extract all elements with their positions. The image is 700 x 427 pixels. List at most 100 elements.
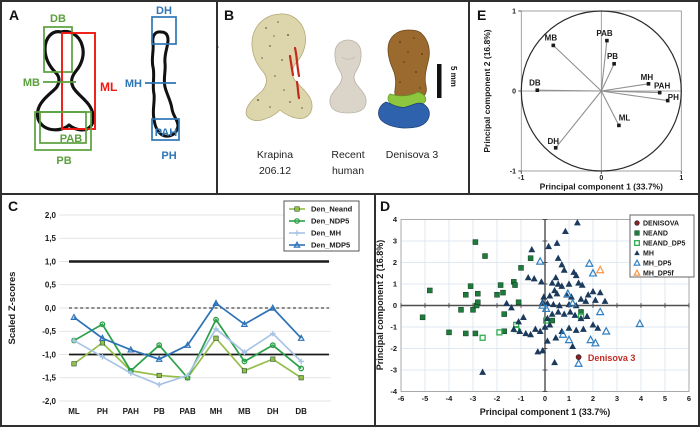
svg-text:MH: MH: [640, 73, 653, 82]
svg-text:Den_Neand: Den_Neand: [311, 204, 353, 213]
ml-box: [61, 32, 96, 130]
svg-text:NEAND: NEAND: [643, 230, 668, 237]
divider-a-b: [216, 2, 218, 193]
dh-box: [151, 16, 177, 45]
svg-text:1,0: 1,0: [45, 257, 57, 266]
svg-text:Den_MH: Den_MH: [311, 228, 341, 237]
svg-text:2: 2: [392, 258, 396, 267]
svg-text:MH_DP5f: MH_DP5f: [643, 270, 674, 277]
specimen-label-krapina-1: Krapina: [256, 149, 292, 161]
ph-label: PH: [161, 150, 176, 162]
pb-label: PB: [56, 155, 71, 167]
specimen-label-recent-2: human: [332, 165, 364, 177]
svg-text:PB: PB: [154, 407, 165, 416]
db-label: DB: [50, 13, 66, 25]
svg-text:-1,5: -1,5: [42, 373, 56, 382]
panel-a-letter: A: [9, 7, 19, 23]
scan-base-blue: [377, 101, 430, 129]
svg-text:0: 0: [512, 89, 516, 96]
svg-text:PH: PH: [97, 407, 108, 416]
svg-text:0: 0: [599, 175, 603, 182]
svg-text:2: 2: [591, 394, 595, 403]
panel-c: C 2,0 1,5 1,0 0,5 0,0 -0,5 -1,0 -1,5 -2,0 ML PH PAH…: [2, 195, 374, 425]
pb-box: [34, 111, 92, 151]
svg-text:-2: -2: [493, 394, 500, 403]
svg-text:-1: -1: [517, 394, 524, 403]
bone-texture: [217, 21, 303, 109]
panel-d-letter: D: [380, 198, 390, 214]
svg-text:0,5: 0,5: [45, 280, 57, 289]
mb-label: MB: [23, 77, 40, 89]
svg-text:-3: -3: [390, 365, 397, 374]
svg-text:MH_DP5: MH_DP5: [643, 260, 672, 267]
svg-text:1: 1: [679, 175, 683, 182]
svg-text:ML: ML: [68, 407, 80, 416]
svg-text:Principal component 1 (33.7%): Principal component 1 (33.7%): [479, 407, 610, 417]
svg-text:4: 4: [639, 394, 644, 403]
svg-text:Principal component 2 (16.8%): Principal component 2 (16.8%): [482, 29, 492, 152]
divider-rows: [2, 193, 698, 195]
panel-a-diagram: A DB MB ML PAB PB DH MH PAH PH: [9, 5, 180, 167]
svg-text:Principal component 1 (33.7%): Principal component 1 (33.7%): [539, 182, 662, 192]
svg-text:-6: -6: [397, 394, 404, 403]
svg-text:MH: MH: [210, 407, 223, 416]
svg-text:4: 4: [392, 215, 397, 224]
svg-text:MB: MB: [238, 407, 251, 416]
panel-d: D -6 -5 -4 -3 -2 -1 0 1 2 3 4 5 6 4 3 2 1 0 -1 -2 -3 -4 Princi…: [376, 195, 698, 425]
panel-e-letter: E: [477, 7, 486, 23]
svg-text:Scaled Z-scores: Scaled Z-scores: [7, 271, 18, 344]
panel-b-photos: B: [217, 7, 458, 177]
mh-label: MH: [125, 78, 142, 90]
svg-text:1,5: 1,5: [45, 234, 57, 243]
svg-text:DB: DB: [295, 407, 307, 416]
panel-d-chart: D -6 -5 -4 -3 -2 -1 0 1 2 3 4 5 6 4 3 2 1 0 -1 -2 -3 -4 Princi…: [376, 198, 695, 417]
svg-text:Principal component 2 (16.8%): Principal component 2 (16.8%): [376, 239, 385, 370]
svg-text:5: 5: [663, 394, 667, 403]
svg-text:0: 0: [392, 301, 396, 310]
svg-text:MH: MH: [643, 250, 654, 257]
panel-e: E -1 0 1 1 0 -1 MB PAB PB DB MH PAH PH ML DH Principal …: [470, 2, 698, 193]
phalanx-outline: [150, 30, 180, 138]
panel-c-letter: C: [8, 198, 18, 214]
svg-text:NEAND_DP5: NEAND_DP5: [643, 240, 686, 247]
divider-b-e: [468, 2, 470, 193]
svg-text:PB: PB: [607, 52, 618, 61]
pab-label: PAB: [60, 133, 82, 145]
panel-b-letter: B: [224, 7, 234, 23]
ml-label: ML: [100, 80, 117, 94]
svg-text:-0,5: -0,5: [42, 327, 56, 336]
svg-text:-4: -4: [445, 394, 452, 403]
specimen-label-krapina-2: 206.12: [259, 165, 291, 177]
panel-c-chart: C 2,0 1,5 1,0 0,5 0,0 -0,5 -1,0 -1,5 -2,0 ML PH PAH…: [7, 198, 360, 416]
scale-bar: [436, 64, 442, 98]
svg-text:PH: PH: [667, 93, 678, 102]
specimen-label-denisova: Denisova 3: [385, 149, 438, 161]
svg-text:Den_NDP5: Den_NDP5: [311, 216, 349, 225]
svg-text:PAH: PAH: [123, 407, 140, 416]
svg-text:DENISOVA: DENISOVA: [643, 220, 679, 227]
svg-text:-5: -5: [421, 394, 428, 403]
c-legend: Den_Neand Den_NDP5 Den_MH Den_MDP5: [283, 200, 360, 252]
svg-text:3: 3: [392, 236, 396, 245]
krapina-bone-photo: [217, 13, 312, 121]
svg-text:0,0: 0,0: [45, 303, 57, 312]
svg-text:-3: -3: [469, 394, 476, 403]
svg-text:PAH: PAH: [654, 82, 671, 91]
svg-text:6: 6: [687, 394, 691, 403]
svg-text:-1: -1: [518, 175, 524, 182]
dh-label: DH: [156, 5, 172, 17]
svg-text:DB: DB: [529, 79, 541, 88]
svg-text:ML: ML: [618, 114, 630, 123]
svg-text:MB: MB: [544, 34, 557, 43]
svg-text:-1: -1: [390, 322, 397, 331]
panel-a: A DB MB ML PAB PB DH MH PAH PH: [2, 2, 216, 193]
svg-text:PAB: PAB: [596, 29, 613, 38]
svg-text:-2: -2: [390, 344, 397, 353]
svg-text:PAB: PAB: [179, 407, 196, 416]
specimen-label-recent-1: Recent: [331, 149, 364, 161]
svg-text:DH: DH: [267, 407, 279, 416]
c-plot: 2,0 1,5 1,0 0,5 0,0 -0,5 -1,0 -1,5 -2,0 ML PH PAH PB…: [7, 210, 331, 416]
svg-text:1: 1: [512, 9, 516, 16]
svg-text:1: 1: [392, 279, 396, 288]
